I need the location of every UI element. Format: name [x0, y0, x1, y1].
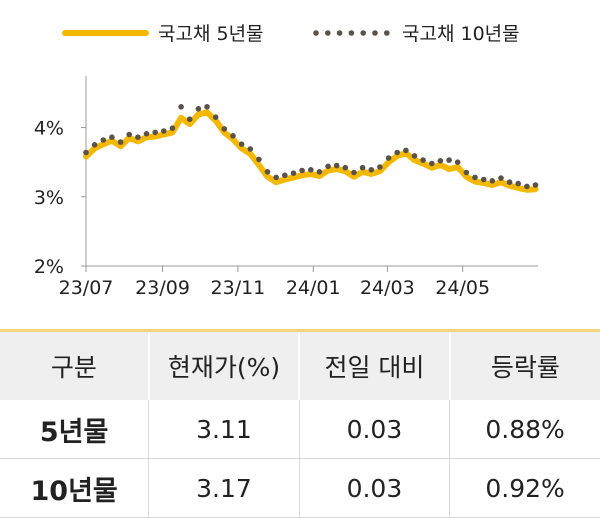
series-10y-point — [83, 149, 89, 156]
change-cell: 0.03 — [298, 400, 450, 459]
series-10y-point — [515, 180, 521, 187]
table-row: 5년물 3.11 0.03 0.88% — [0, 400, 600, 459]
axes: 2% 3% 4% 23/07 23/09 23/11 24/01 24/03 24/05 — [34, 76, 538, 299]
series-10y-point — [489, 178, 496, 184]
current-price-cell: 3.11 — [148, 400, 300, 459]
header-change-rate: 등락률 — [448, 329, 600, 400]
series-10y-point — [480, 176, 487, 183]
series-10y-point — [290, 170, 297, 176]
change-cell: 0.03 — [298, 458, 450, 518]
legend-dot — [313, 30, 319, 36]
change-rate-cell: 0.92% — [449, 458, 600, 518]
series-10y-point — [169, 125, 176, 131]
series-10y-point — [429, 160, 435, 167]
series-10y-point — [117, 139, 124, 145]
change-rate-cell: 0.88% — [449, 400, 600, 459]
x-tick-label: 24/05 — [435, 277, 490, 299]
series-5y — [83, 109, 539, 193]
series-10y-point — [368, 167, 375, 173]
header-change: 전일 대비 — [298, 329, 450, 400]
series-10y-point — [333, 162, 340, 169]
y-tick-label: 2% — [34, 256, 64, 278]
series-10y-point — [351, 169, 357, 176]
series-10y-point — [178, 104, 184, 110]
header-current-price: 현재가(%) — [147, 329, 300, 400]
series-10y-point — [152, 129, 158, 136]
legend-label-5y: 국고채 5년물 — [158, 23, 264, 45]
legend: 국고채 5년물 국고채 10년물 — [62, 23, 520, 45]
series-10y-point — [264, 169, 271, 175]
series-10y-point — [238, 141, 245, 147]
series-10y-point — [437, 158, 444, 164]
y-tick-label: 4% — [34, 118, 64, 140]
series-10y-point — [359, 164, 366, 171]
table-row: 10년물 3.17 0.03 0.92% — [0, 458, 600, 518]
series-10y-point — [135, 134, 141, 140]
legend-dot — [336, 30, 343, 36]
series-10y-point — [385, 155, 392, 161]
series-10y-point — [498, 175, 504, 181]
chart: 국고채 5년물 국고채 10년물 2% 3% 4% 23/07 23/09 23/11 24… — [34, 23, 539, 299]
series-10y-point — [394, 149, 401, 156]
legend-dot — [372, 30, 378, 36]
series-10y-point — [126, 131, 132, 138]
series-10y-point — [403, 147, 409, 154]
series-10y-point — [325, 163, 331, 170]
series-10y-point — [506, 179, 513, 185]
series-10y-point — [446, 157, 452, 163]
series-10y-point — [247, 146, 254, 152]
legend-dot — [325, 30, 331, 36]
series-10y-point — [204, 104, 210, 110]
legend-label-10y: 국고채 10년물 — [402, 23, 520, 45]
series-10y-point — [91, 142, 98, 148]
series-10y-point — [454, 159, 461, 165]
series-10y-point — [342, 164, 349, 171]
legend-swatch-10y — [313, 30, 390, 36]
series-10y-point — [411, 153, 418, 159]
x-tick-label: 23/07 — [59, 277, 114, 299]
series-10y-point — [195, 106, 202, 112]
series-10y-point — [212, 114, 219, 120]
series-10y-point — [221, 126, 228, 132]
x-tick-label: 24/01 — [286, 277, 341, 299]
series-10y-point — [420, 157, 426, 163]
series-10y-point — [161, 128, 167, 134]
series-10y-point — [308, 167, 314, 173]
series-10y — [83, 104, 539, 190]
legend-dot — [360, 30, 367, 36]
series-10y-point — [299, 167, 305, 174]
series-10y-point — [143, 131, 150, 137]
current-price-cell: 3.17 — [148, 458, 300, 518]
series-10y-point — [100, 137, 107, 143]
series-10y-point — [377, 164, 383, 170]
series-10y-point — [472, 174, 478, 181]
header-category: 구분 — [0, 329, 149, 400]
x-tick-label: 23/11 — [211, 277, 266, 299]
series-10y-point — [282, 172, 288, 179]
legend-dot — [348, 30, 355, 36]
y-tick-label: 3% — [34, 187, 64, 209]
row-label: 10년물 — [0, 458, 149, 518]
series-10y-point — [463, 169, 470, 176]
row-label: 5년물 — [0, 400, 149, 459]
series-10y-point — [186, 116, 193, 122]
rate-table: 구분 현재가(%) 전일 대비 등락률 5년물 3.11 0.03 0.88% … — [0, 329, 600, 518]
series-10y-point — [256, 156, 262, 163]
series-10y-point — [532, 182, 539, 188]
table-header-row: 구분 현재가(%) 전일 대비 등락률 — [0, 329, 600, 400]
series-10y-point — [230, 133, 236, 139]
series-10y-point — [109, 134, 115, 140]
series-10y-point — [316, 169, 323, 175]
series-10y-point — [524, 183, 530, 190]
x-tick-label: 23/09 — [135, 277, 190, 299]
series-5y-line — [83, 109, 539, 193]
x-tick-label: 24/03 — [360, 277, 415, 299]
series-10y-point — [273, 174, 280, 181]
legend-dot — [384, 30, 390, 36]
